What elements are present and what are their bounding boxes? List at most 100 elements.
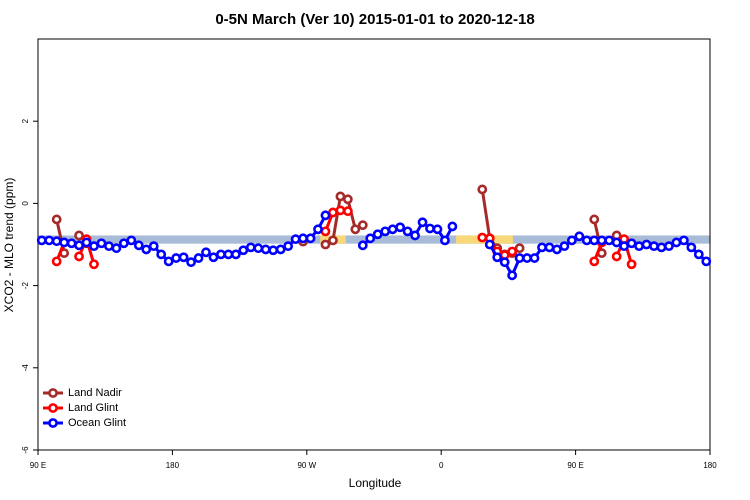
plot-frame (37, 38, 711, 451)
x-axis-label: Longitude (349, 476, 402, 490)
y-tick-label: -6 (21, 446, 30, 454)
data-point (440, 235, 450, 246)
y-tick-label: -2 (21, 281, 30, 289)
data-point (357, 240, 368, 251)
legend-item: Land Glint (43, 402, 118, 414)
data-point (74, 230, 84, 241)
x-tick-label: 180 (703, 461, 717, 470)
data-point (678, 235, 689, 246)
data-point (514, 253, 525, 263)
data-point (589, 214, 600, 225)
data-point (492, 252, 503, 263)
data-point (51, 256, 62, 267)
legend-item: Land Nadir (43, 387, 122, 399)
x-tick-label: 90 W (297, 461, 316, 470)
data-point (305, 233, 316, 244)
data-point (81, 237, 92, 248)
data-point (275, 244, 286, 255)
legend-marker (48, 418, 58, 428)
data-point (477, 184, 488, 195)
data-point (589, 235, 600, 246)
data-point (574, 231, 585, 242)
data-point (671, 237, 682, 248)
data-point (298, 233, 308, 244)
data-point (74, 251, 84, 262)
data-point (477, 232, 488, 243)
data-point (611, 251, 622, 262)
data-point (230, 249, 241, 260)
y-tick-label: 2 (21, 118, 30, 123)
data-point (111, 243, 122, 254)
data-point (357, 220, 368, 231)
data-point (507, 246, 518, 257)
legend-label: Land Nadir (68, 387, 122, 399)
x-tick-label: 180 (166, 461, 180, 470)
data-point (335, 191, 346, 202)
data-point (499, 257, 510, 268)
data-point (260, 244, 271, 255)
data-point (425, 223, 435, 234)
data-point (89, 259, 99, 270)
legend-label: Ocean Glint (68, 417, 126, 429)
data-point (559, 241, 570, 252)
data-point (529, 253, 540, 263)
legend-marker (48, 403, 58, 413)
data-point (626, 238, 637, 249)
data-point (193, 253, 204, 263)
data-point (320, 210, 331, 221)
data-point (701, 256, 712, 267)
data-point (178, 252, 189, 263)
data-point (201, 247, 211, 258)
data-point (552, 244, 562, 255)
data-point (74, 240, 84, 251)
data-point (522, 253, 532, 263)
data-point (163, 256, 174, 267)
data-point (566, 235, 577, 246)
legend-item: Ocean Glint (43, 417, 126, 429)
data-point (641, 239, 652, 250)
data-point (649, 241, 659, 252)
data-point (395, 222, 406, 233)
data-point (328, 235, 338, 246)
data-point (51, 236, 62, 247)
data-point (238, 245, 249, 256)
data-point (589, 256, 600, 267)
data-point (59, 237, 70, 248)
data-point (328, 207, 338, 218)
data-point (537, 242, 547, 253)
data-point (66, 238, 77, 249)
chart-title: 0-5N March (Ver 10) 2015-01-01 to 2020-1… (215, 11, 534, 28)
x-tick-label: 90 E (567, 461, 583, 470)
data-point (626, 259, 637, 270)
data-point (44, 235, 55, 246)
data-point (380, 226, 391, 237)
data-point (410, 230, 420, 241)
data-point (619, 241, 630, 252)
data-point (36, 235, 47, 246)
x-tick-label: 0 (439, 461, 444, 470)
data-point (656, 242, 667, 253)
y-axis-label: XCO2 - MLO trend (ppm) (2, 178, 16, 313)
data-point (171, 253, 182, 263)
data-point (604, 235, 615, 246)
data-point (581, 235, 592, 246)
data-point (118, 238, 129, 249)
data-point (365, 233, 376, 244)
data-point (253, 243, 264, 254)
data-point (342, 194, 353, 205)
data-point (186, 257, 196, 268)
data-point (245, 242, 256, 253)
x-tick-label: 90 E (30, 461, 46, 470)
data-point (313, 224, 323, 235)
data-point (417, 217, 428, 228)
data-point (283, 241, 294, 252)
data-point (96, 238, 107, 249)
data-point (268, 245, 279, 256)
data-point (335, 205, 346, 216)
data-point (51, 214, 62, 225)
data-point (148, 241, 159, 252)
data-point (484, 239, 495, 250)
data-point (611, 237, 622, 248)
data-point (402, 226, 413, 237)
